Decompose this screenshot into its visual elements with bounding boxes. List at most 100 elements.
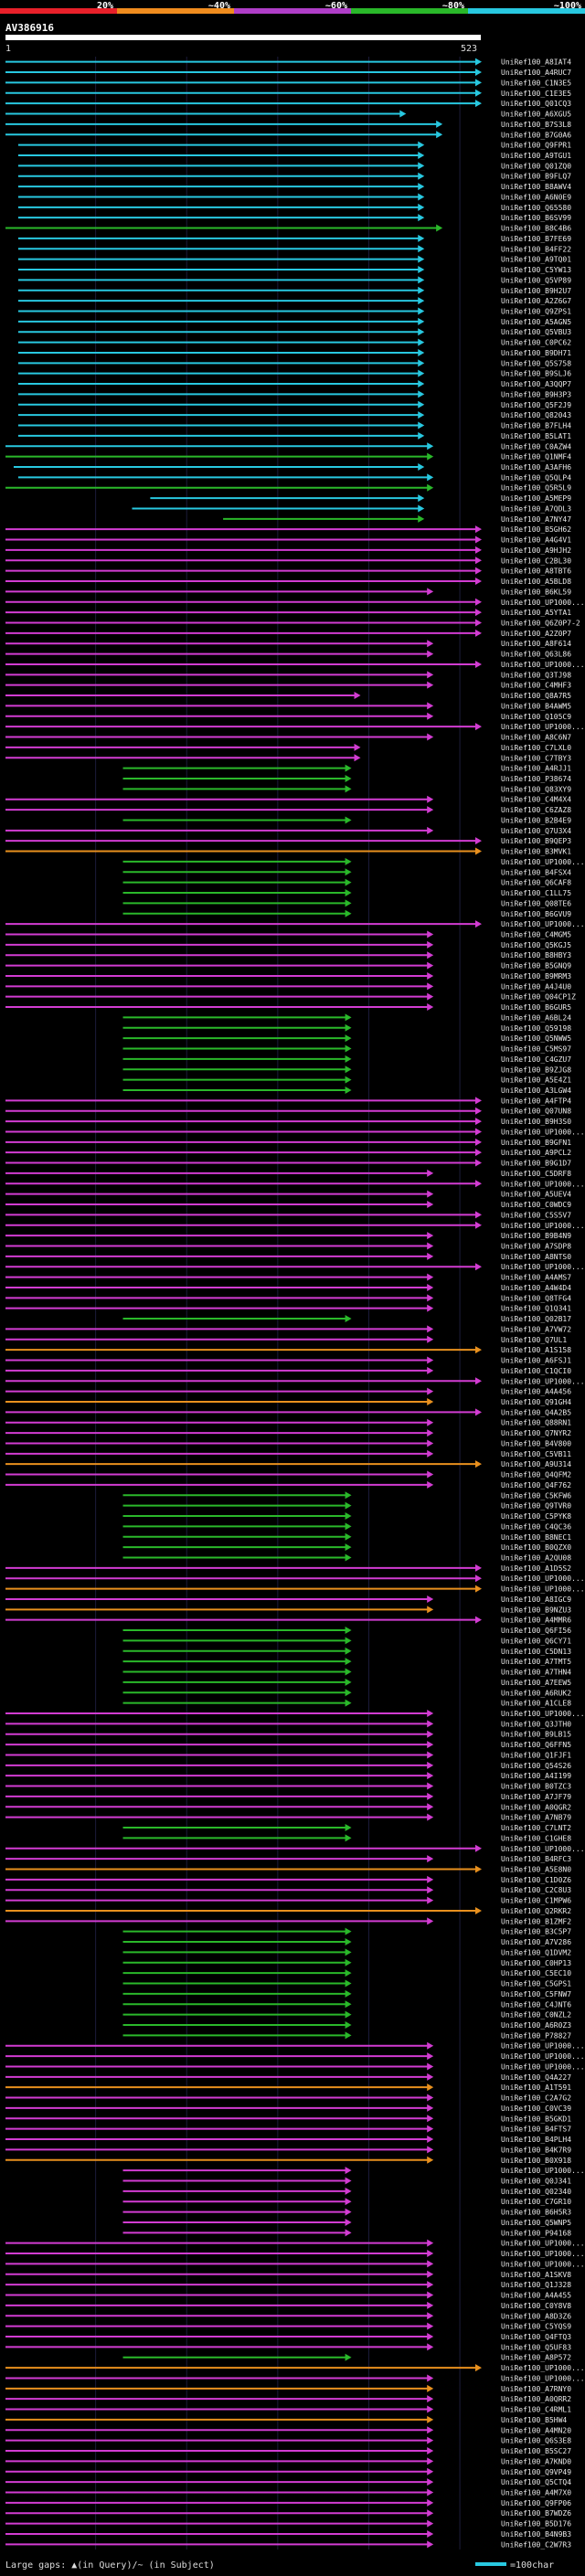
hit-id: UniRef100_Q63L86: [501, 651, 571, 659]
hit-id: UniRef100_B9SLJ6: [501, 370, 571, 378]
hit-arrow: [427, 1855, 434, 1863]
hit-arrow: [427, 2478, 434, 2486]
hit-arrow: [427, 2301, 434, 2309]
hit-arrow: [427, 2529, 434, 2538]
identity-scale-label: ~80%: [442, 1, 464, 11]
hit-id: UniRef100_Q7NYR2: [501, 1429, 571, 1437]
hit-arrow: [427, 442, 434, 451]
hit-arrow: [345, 2229, 352, 2237]
hit-arrow: [427, 2436, 434, 2444]
legend-footer: Large gaps: ▲(in Query)/~ (in Subject) =…: [5, 2560, 554, 2571]
hit-id: UniRef100_B8C4B6: [501, 225, 571, 233]
hit-id: UniRef100_B2B4E9: [501, 816, 571, 824]
hit-id: UniRef100_A2Z6G7: [501, 297, 571, 305]
hit-arrow: [418, 400, 425, 408]
hit-arrow: [475, 535, 482, 544]
hit-id: UniRef100_B0TZC3: [501, 1783, 571, 1791]
hit-id: UniRef100_C0AZW4: [501, 442, 571, 451]
hit-id: UniRef100_UP1000...: [501, 2062, 585, 2071]
hit-id: UniRef100_A4I199: [501, 1772, 571, 1780]
hit-id: UniRef100_C2C8U3: [501, 1886, 571, 1894]
hit-arrow: [418, 328, 425, 336]
hit-id: UniRef100_Q83XY9: [501, 785, 571, 793]
hit-arrow: [427, 712, 434, 720]
hit-id: UniRef100_A3LGW4: [501, 1087, 571, 1095]
hit-id: UniRef100_B4AWM5: [501, 702, 571, 710]
hit-arrow: [345, 785, 352, 793]
hit-arrow: [345, 868, 352, 876]
hit-id: UniRef100_A6FSJ1: [501, 1357, 571, 1365]
hit-arrow: [427, 2052, 434, 2061]
hit-arrow: [345, 1969, 352, 1977]
hit-arrow: [427, 1595, 434, 1603]
hit-arrow: [475, 847, 482, 855]
hit-arrow: [427, 826, 434, 834]
hit-id: UniRef100_C5EC10: [501, 1969, 571, 1977]
hit-id: UniRef100_B0QZX0: [501, 1543, 571, 1552]
hit-arrow: [418, 431, 425, 440]
hit-id: UniRef100_A1SKV8: [501, 2271, 571, 2279]
hit-arrow: [427, 1792, 434, 1800]
hit-id: UniRef100_B6GUR5: [501, 1003, 571, 1012]
hit-id: UniRef100_B4FSX4: [501, 868, 571, 876]
hit-id: UniRef100_B3MVK1: [501, 848, 571, 856]
query-bar: [5, 35, 481, 40]
hit-arrow: [427, 1751, 434, 1759]
hit-arrow: [418, 380, 425, 388]
hit-id: UniRef100_A8P572: [501, 2354, 571, 2362]
hit-id: UniRef100_A5E8N0: [501, 1865, 571, 1873]
hit-arrow: [427, 1190, 434, 1198]
hit-arrow: [345, 2031, 352, 2040]
hit-id: UniRef100_UP1000...: [501, 1377, 585, 1385]
hit-id: UniRef100_B6SV99: [501, 214, 571, 222]
hit-id: UniRef100_UP1000...: [501, 1128, 585, 1136]
hit-id: UniRef100_Q5VBU3: [501, 328, 571, 336]
hit-arrow: [427, 1294, 434, 1302]
hit-id: UniRef100_C1QCI0: [501, 1367, 571, 1375]
hit-arrow: [418, 151, 425, 159]
hit-id: UniRef100_B4V800: [501, 1439, 571, 1447]
hit-arrow: [345, 1543, 352, 1552]
hit-id: UniRef100_C1N3E5: [501, 79, 571, 87]
hit-id: UniRef100_Q5F2J9: [501, 401, 571, 409]
hit-arrow: [475, 58, 482, 66]
hit-arrow: [418, 338, 425, 346]
hit-arrow: [418, 245, 425, 253]
hit-id: UniRef100_A8D3Z6: [501, 2312, 571, 2320]
hit-arrow: [475, 920, 482, 928]
hit-arrow: [345, 1501, 352, 1510]
hit-arrow: [345, 878, 352, 886]
hit-arrow: [427, 1803, 434, 1811]
hit-arrow: [427, 2509, 434, 2518]
hit-id: UniRef100_B3C5P7: [501, 1928, 571, 1936]
hit-arrow: [427, 640, 434, 648]
hit-arrow: [427, 2072, 434, 2081]
hit-arrow: [345, 1668, 352, 1676]
hit-arrow: [418, 359, 425, 367]
hit-arrow: [427, 1273, 434, 1281]
hit-id: UniRef100_A4RUC7: [501, 69, 571, 77]
hit-arrow: [418, 462, 425, 471]
hit-arrow: [418, 297, 425, 305]
hit-id: UniRef100_B9H3P3: [501, 390, 571, 398]
hit-id: UniRef100_UP1000...: [501, 723, 585, 731]
hit-id: UniRef100_P38674: [501, 775, 571, 783]
hit-arrow: [418, 504, 425, 513]
hit-id: UniRef100_A4W4D4: [501, 1284, 571, 1292]
hit-arrow: [345, 1491, 352, 1500]
hit-id: UniRef100_A4MN20: [501, 2426, 571, 2434]
hit-id: UniRef100_Q7UL1: [501, 1336, 567, 1344]
hit-id: UniRef100_Q91GH4: [501, 1398, 571, 1406]
hit-arrow: [427, 681, 434, 689]
hit-arrow: [345, 1938, 352, 1946]
hit-arrow: [345, 1034, 352, 1043]
hit-id: UniRef100_Q6CY71: [501, 1637, 571, 1645]
hit-arrow: [427, 650, 434, 658]
hit-id: UniRef100_A3QQP7: [501, 380, 571, 388]
hit-id: UniRef100_A7TMT5: [501, 1658, 571, 1666]
hit-arrow: [427, 2447, 434, 2455]
hit-arrow: [418, 348, 425, 356]
scale-legend-text: =100char: [510, 2560, 554, 2571]
identity-scale-segment: [117, 8, 234, 14]
hit-arrow: [418, 141, 425, 149]
